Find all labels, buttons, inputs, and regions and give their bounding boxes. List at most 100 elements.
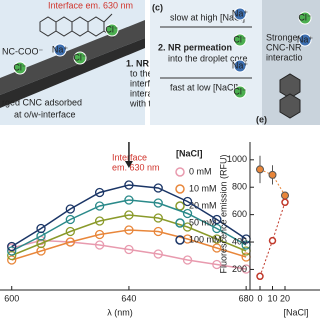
ion-label: Cl⁻ [233, 34, 246, 44]
legend-marker [175, 218, 185, 228]
ion-label: Na⁺ [232, 60, 249, 70]
caption: rged CNC adsorbed [2, 97, 82, 107]
data-point [182, 222, 193, 232]
data-point [281, 191, 289, 200]
ion-label: Cl⁻ [13, 62, 26, 72]
ion-label: Na⁺ [52, 44, 69, 54]
legend-title: [NaCl] [176, 148, 203, 158]
fit-line [11, 199, 247, 252]
ion [105, 23, 119, 37]
ion-label: Cl⁻ [105, 24, 118, 34]
legend-label: 50 mM [189, 217, 217, 227]
data-point [124, 195, 134, 205]
data-point [36, 223, 46, 234]
label: NC-COO⁻ [2, 46, 43, 56]
fit-line [11, 214, 247, 257]
ion-label: Cl⁻ [298, 12, 311, 22]
data-point [65, 226, 75, 237]
data-point [212, 259, 222, 270]
y-tick-label: 1000 [227, 154, 247, 164]
legend-label: 100 mM [189, 234, 222, 244]
x-axis-label: λ (nm) [107, 307, 133, 317]
ion [13, 61, 27, 75]
legend-marker [175, 167, 185, 177]
data-point [153, 226, 163, 237]
data-point [182, 196, 193, 207]
label: fast at low [NaCl] [170, 82, 238, 92]
annotation: em. 630 nm [112, 162, 160, 172]
y-tick-label: 600 [232, 209, 247, 219]
y-tick-label: 400 [232, 236, 247, 246]
ion [298, 33, 312, 47]
ion [73, 51, 87, 65]
ion [233, 33, 247, 47]
ion [233, 7, 247, 21]
legend-label: 10 mM [189, 183, 217, 193]
y-axis-label: Fluorescence emission (RFU) [218, 154, 228, 273]
data-point [94, 216, 105, 226]
arrow-head [124, 161, 133, 168]
legend-marker [175, 235, 185, 245]
annotation: Interface em. 630 nm [48, 0, 133, 10]
legend-label: 0 mM [189, 166, 212, 176]
ions: Cl⁻ Na⁺ Cl⁻ Cl⁻ Na⁺ Cl⁻ Na⁺ Cl⁻ Cl⁻ Na⁺ [13, 7, 314, 99]
legend-marker [175, 184, 185, 194]
ion [233, 59, 247, 73]
caption: at o/w-interface [14, 109, 76, 119]
step-title: 2. NR permeation [158, 42, 232, 52]
data-point [153, 183, 163, 193]
fit-line [11, 229, 247, 261]
data-point [256, 165, 264, 174]
ion [298, 11, 312, 25]
data-point [65, 204, 75, 214]
ion [53, 43, 67, 57]
data-point [124, 210, 134, 220]
ion-label: Cl⁻ [233, 86, 246, 96]
panel-label: (e) [256, 114, 267, 124]
data-point [153, 198, 163, 208]
panel-label: (c) [152, 2, 163, 12]
legend-marker [175, 201, 185, 211]
label: slow at high [NaCl] [170, 12, 245, 22]
x-tick-label: 600 [4, 293, 19, 303]
x-tick-label: 640 [121, 293, 136, 303]
data-point [124, 180, 134, 190]
x-tick-label: 0 [257, 293, 262, 303]
data-point [212, 214, 222, 225]
box-text: CNC-NR [266, 42, 302, 52]
data-point [94, 229, 105, 240]
hexagons [279, 73, 301, 119]
data-point [7, 250, 17, 261]
data-point [94, 240, 105, 250]
data-point [268, 236, 277, 245]
x-tick-label: 20 [280, 293, 290, 303]
cnc-rod [0, 20, 145, 95]
box-text: Stronger [266, 32, 301, 42]
data-point [94, 187, 105, 198]
data-point [7, 246, 17, 256]
x-axis-label: [NaCl] [283, 307, 308, 317]
data-point [182, 255, 193, 265]
step-text: to the o/w [130, 68, 170, 78]
x-tick-label: 680 [239, 293, 254, 303]
y-tick-label: 200 [232, 264, 247, 274]
data-point [65, 214, 75, 225]
data-point [153, 249, 163, 259]
data-point [212, 234, 222, 244]
data-point [268, 170, 277, 179]
ion-label: Na⁺ [297, 34, 314, 44]
data-point [94, 201, 105, 211]
data-point [153, 213, 163, 223]
ion-label: Cl⁻ [73, 52, 86, 62]
fit-line [11, 239, 247, 270]
data-point [7, 255, 17, 265]
data-point [182, 208, 193, 219]
cnc-rod-side [0, 38, 145, 108]
data-point [124, 244, 134, 255]
data-point [212, 243, 222, 253]
data-point [212, 223, 222, 234]
data-point [65, 237, 75, 247]
molecule [39, 13, 115, 39]
fit-line [11, 184, 247, 248]
